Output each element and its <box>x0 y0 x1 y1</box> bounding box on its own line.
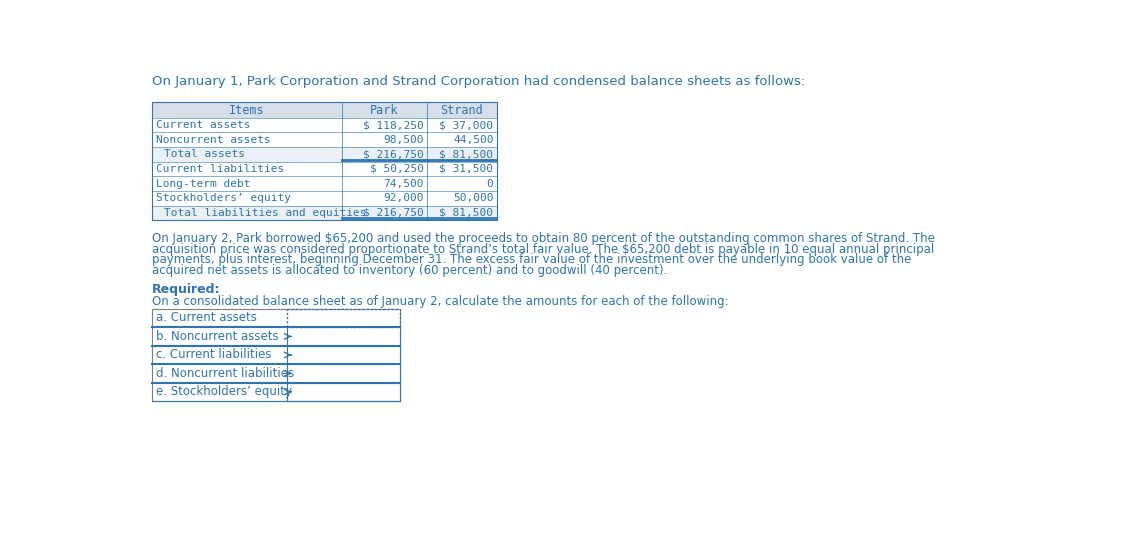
Text: $ 216,750: $ 216,750 <box>363 149 424 159</box>
Text: $ 118,250: $ 118,250 <box>363 120 424 130</box>
Text: $ 216,750: $ 216,750 <box>363 208 424 218</box>
Text: 50,000: 50,000 <box>453 193 494 203</box>
Text: On a consolidated balance sheet as of January 2, calculate the amounts for each : On a consolidated balance sheet as of Ja… <box>152 295 729 308</box>
Bar <box>152 308 400 401</box>
Text: b. Noncurrent assets: b. Noncurrent assets <box>156 330 279 343</box>
Bar <box>152 102 496 220</box>
Text: On January 2, Park borrowed $65,200 and used the proceeds to obtain 80 percent o: On January 2, Park borrowed $65,200 and … <box>152 233 935 245</box>
Text: a. Current assets: a. Current assets <box>156 311 257 324</box>
Bar <box>152 147 496 162</box>
Text: $ 81,500: $ 81,500 <box>440 149 494 159</box>
Text: $ 50,250: $ 50,250 <box>369 164 424 174</box>
Text: Park: Park <box>370 104 399 117</box>
Text: Long-term debt: Long-term debt <box>155 179 250 189</box>
Text: Stockholders’ equity: Stockholders’ equity <box>155 193 290 203</box>
Text: Required:: Required: <box>152 283 220 296</box>
Text: 74,500: 74,500 <box>383 179 424 189</box>
Text: Current liabilities: Current liabilities <box>155 164 284 174</box>
Text: 44,500: 44,500 <box>453 135 494 145</box>
Text: On January 1, Park Corporation and Strand Corporation had condensed balance shee: On January 1, Park Corporation and Stran… <box>152 75 804 88</box>
Bar <box>152 102 496 118</box>
Text: $ 37,000: $ 37,000 <box>440 120 494 130</box>
Text: Total liabilities and equities: Total liabilities and equities <box>164 208 367 218</box>
Bar <box>152 205 496 220</box>
Text: acquired net assets is allocated to inventory (60 percent) and to goodwill (40 p: acquired net assets is allocated to inve… <box>152 264 667 277</box>
Text: d. Noncurrent liabilities: d. Noncurrent liabilities <box>156 367 295 380</box>
Text: e. Stockholders’ equity: e. Stockholders’ equity <box>156 385 292 398</box>
Text: 98,500: 98,500 <box>383 135 424 145</box>
Text: payments, plus interest, beginning December 31. The excess fair value of the inv: payments, plus interest, beginning Decem… <box>152 253 911 267</box>
Text: 0: 0 <box>487 179 494 189</box>
Text: 92,000: 92,000 <box>383 193 424 203</box>
Text: Items: Items <box>229 104 264 117</box>
Text: acquisition price was considered proportionate to Strand’s total fair value. The: acquisition price was considered proport… <box>152 243 934 256</box>
Text: Noncurrent assets: Noncurrent assets <box>155 135 271 145</box>
Text: $ 31,500: $ 31,500 <box>440 164 494 174</box>
Text: c. Current liabilities: c. Current liabilities <box>156 348 272 361</box>
Text: Current assets: Current assets <box>155 120 250 130</box>
Text: Total assets: Total assets <box>164 149 245 159</box>
Text: Strand: Strand <box>441 104 483 117</box>
Text: $ 81,500: $ 81,500 <box>440 208 494 218</box>
